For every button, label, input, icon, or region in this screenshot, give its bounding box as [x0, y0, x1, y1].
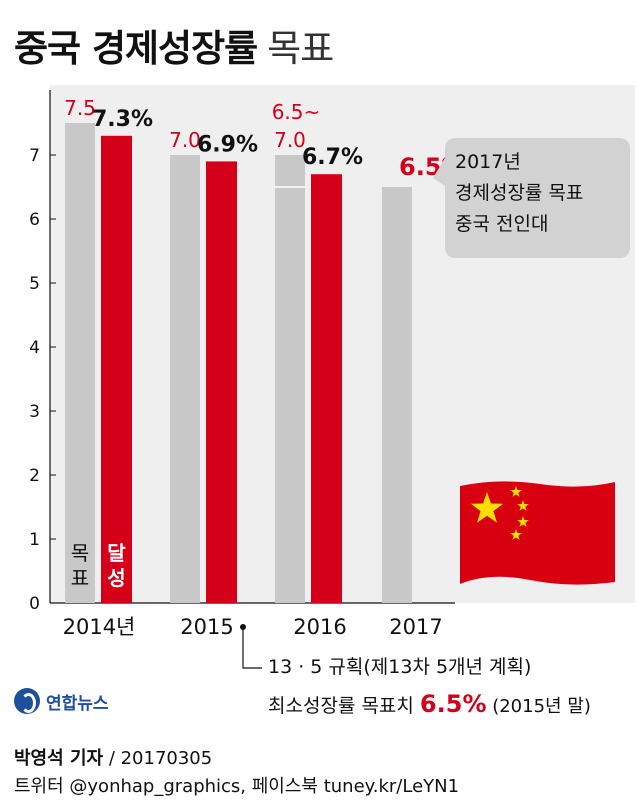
y-tick-label: 0 — [29, 594, 40, 614]
flag-small-star-icon — [510, 529, 522, 540]
x-category-label: 2014년 — [63, 615, 136, 639]
note-connector — [242, 627, 262, 669]
note-line2-prefix: 최소성장률 목표치 — [268, 695, 420, 717]
flag-big-star-icon — [470, 492, 504, 523]
x-category-label: 2016 — [293, 615, 346, 639]
x-category-label: 2015 — [180, 615, 233, 639]
y-tick-label: 7 — [29, 146, 40, 166]
flag-small-star-icon — [510, 486, 522, 497]
callout-pointer — [433, 158, 445, 186]
flag-small-star-icon — [517, 516, 529, 527]
target-label: 7.0 — [274, 128, 306, 152]
flag-small-star-icon — [517, 500, 529, 511]
yonhap-logo-text: 연합뉴스 — [46, 693, 109, 714]
bar-legend-target: 표 — [71, 566, 89, 590]
page-title: 중국 경제성장률 목표 — [14, 18, 334, 72]
x-category-label: 2017 — [389, 615, 442, 639]
target-bar — [65, 123, 95, 603]
note-line2-value: 6.5% — [420, 690, 487, 718]
y-tick-label: 5 — [29, 274, 40, 294]
note-line2: 최소성장률 목표치 6.5% (2015년 말) — [268, 690, 591, 718]
target-label: 7.5 — [64, 96, 96, 120]
bar-legend-actual: 달 — [107, 541, 126, 565]
credit-line: 박영석 기자 / 20170305 — [14, 744, 212, 770]
target-label: 7.0 — [169, 128, 201, 152]
callout-line: 중국 전인대 — [455, 213, 548, 235]
callout-line: 경제성장률 목표 — [455, 182, 583, 204]
note-line1: 13 · 5 규획(제13차 5개년 계획) — [268, 656, 531, 678]
actual-bar — [311, 174, 342, 603]
note-line2-suffix: (2015년 말) — [486, 696, 590, 717]
callout-line: 2017년 — [455, 151, 521, 173]
credit-author: 박영석 기자 — [14, 748, 104, 769]
target-range-label-2016: 6.5~ — [272, 100, 321, 124]
y-tick-label: 6 — [29, 210, 40, 230]
bar-legend-actual: 성 — [107, 566, 125, 590]
y-tick-label: 3 — [29, 402, 40, 422]
y-tick-label: 1 — [29, 530, 40, 550]
actual-bar — [206, 161, 237, 603]
bar-legend-target: 목 — [71, 541, 89, 565]
actual-label: 6.9% — [197, 132, 258, 157]
target-bar — [275, 155, 305, 603]
yonhap-logo-icon — [14, 688, 40, 714]
actual-label: 7.3% — [92, 107, 153, 132]
credit-date: / 20170305 — [108, 748, 213, 769]
y-tick-label: 2 — [29, 466, 40, 486]
callout-box — [445, 138, 630, 258]
target-bar — [382, 187, 412, 603]
yonhap-logo: 연합뉴스 — [14, 688, 109, 714]
social-line: 트위터 @yonhap_graphics, 페이스북 tuney.kr/LeYN… — [14, 776, 460, 797]
actual-label: 6.7% — [302, 145, 363, 170]
title-main-text: 중국 경제성장률 — [14, 27, 258, 70]
title-sub-text: 목표 — [267, 27, 334, 70]
china-flag-icon — [460, 481, 615, 585]
target-bar — [170, 155, 200, 603]
chart: 0 1 2 3 4 5 6 7 7.5 7.0 7.0 6.5% 6.5~ 7.3% 6.9% 6.7% 목표달… — [29, 85, 635, 718]
y-tick-label: 4 — [29, 338, 40, 358]
actual-bar — [101, 135, 132, 604]
